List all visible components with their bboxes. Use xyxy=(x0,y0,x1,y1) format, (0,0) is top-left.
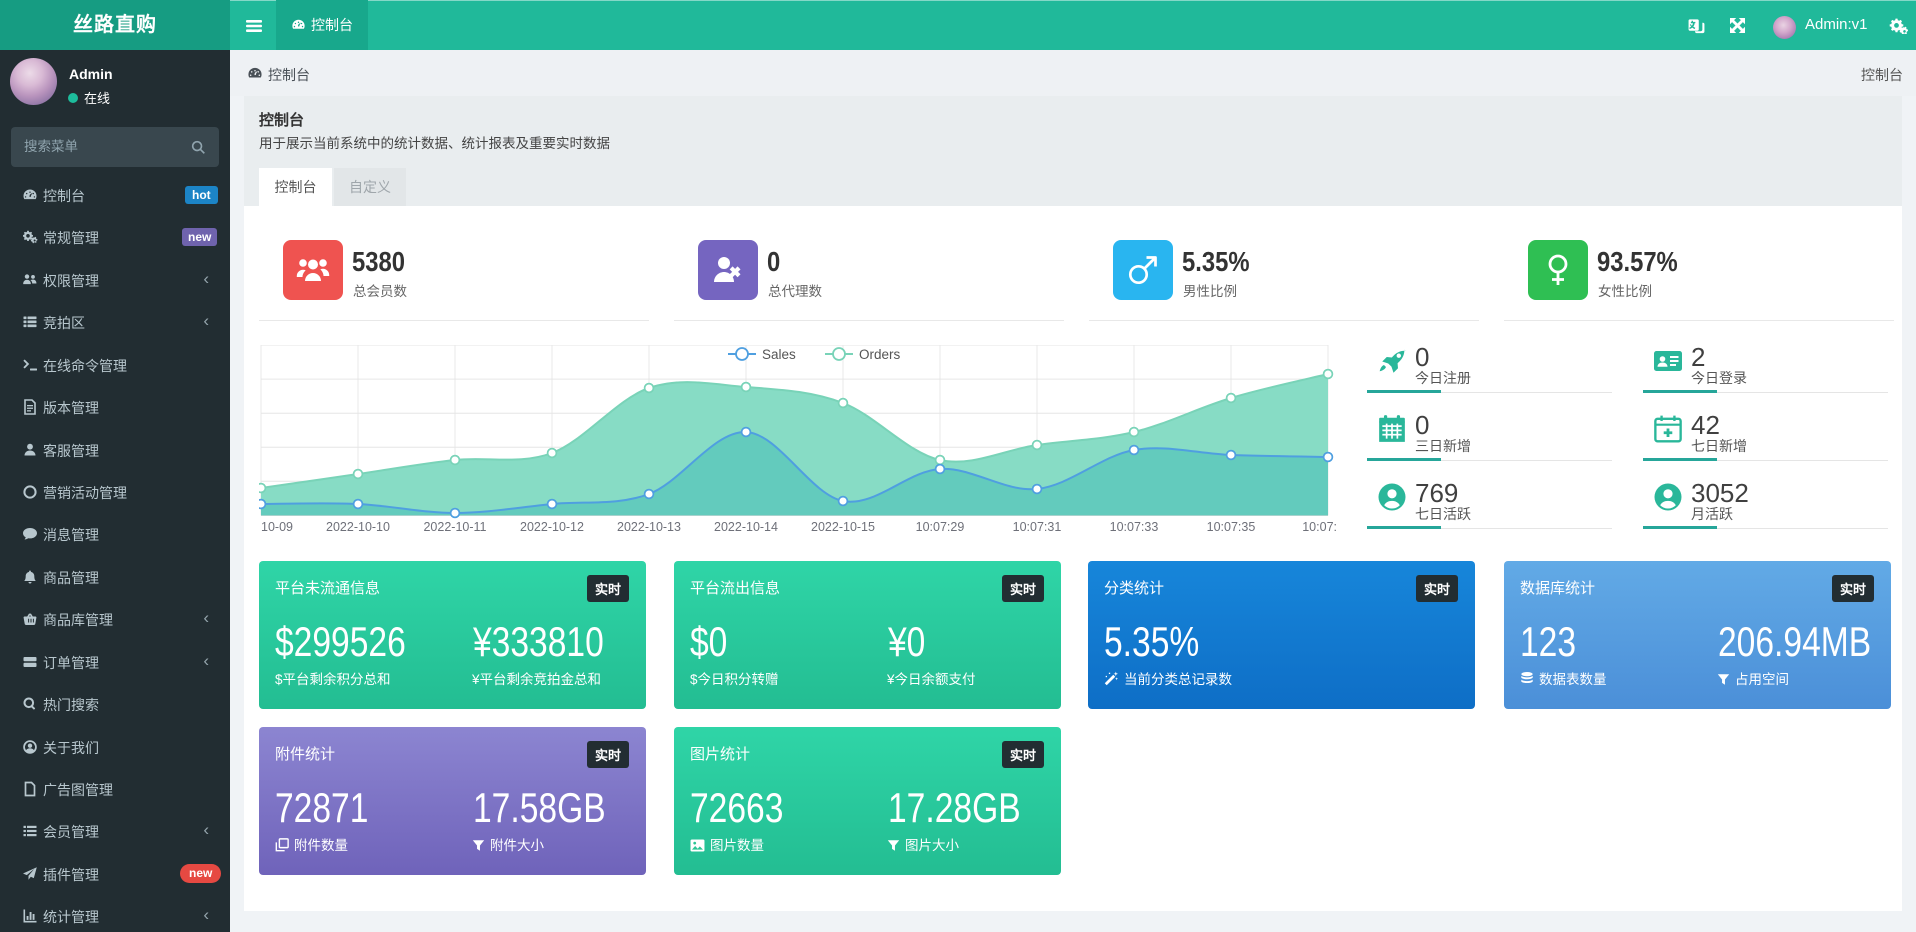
svg-text:10:07:: 10:07: xyxy=(1302,520,1337,534)
svg-text:2022-10-10: 2022-10-10 xyxy=(326,520,390,534)
svg-text:2022-10-15: 2022-10-15 xyxy=(811,520,875,534)
svg-text:2022-10-11: 2022-10-11 xyxy=(423,520,486,534)
svg-text:2022-10-12: 2022-10-12 xyxy=(520,520,584,534)
svg-text:Orders: Orders xyxy=(859,347,901,362)
svg-text:10:07:31: 10:07:31 xyxy=(1013,520,1062,534)
svg-text:10:07:29: 10:07:29 xyxy=(916,520,965,534)
svg-text:10-09: 10-09 xyxy=(261,520,293,534)
svg-text:2022-10-13: 2022-10-13 xyxy=(617,520,681,534)
svg-text:Sales: Sales xyxy=(762,347,796,362)
svg-text:2022-10-14: 2022-10-14 xyxy=(714,520,778,534)
svg-text:10:07:35: 10:07:35 xyxy=(1207,520,1256,534)
svg-text:10:07:33: 10:07:33 xyxy=(1110,520,1159,534)
